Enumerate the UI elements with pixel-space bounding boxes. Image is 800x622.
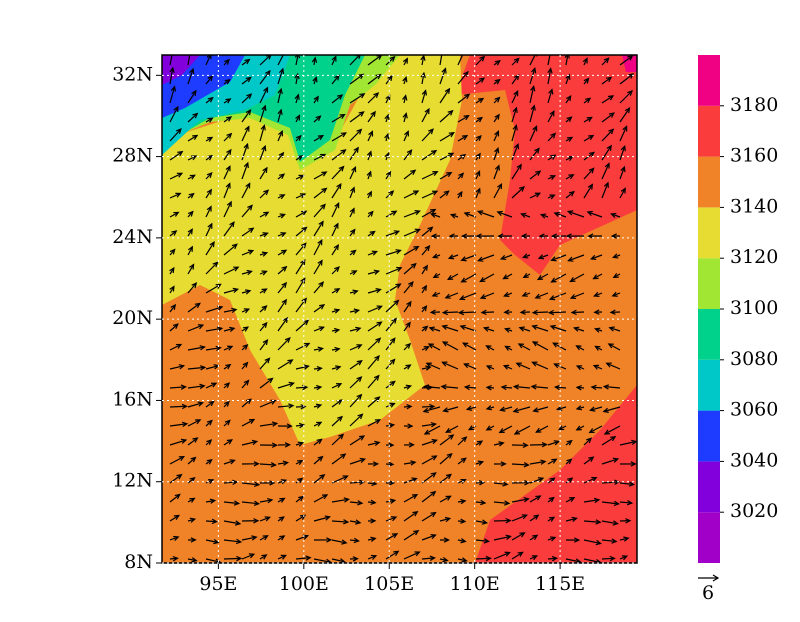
arrow-shaft — [224, 558, 241, 559]
x-tick-label: 110E — [450, 573, 500, 595]
x-tick-label: 105E — [364, 573, 414, 595]
colorbar-label: 3020 — [730, 500, 778, 522]
arrow-shaft — [549, 312, 566, 313]
arrow-shaft — [459, 312, 476, 313]
colorbar-label: 3180 — [730, 94, 778, 116]
colorbar-label: 3080 — [730, 348, 778, 370]
colorbar-band — [698, 157, 720, 208]
y-tick-label: 16N — [112, 388, 153, 410]
colorbar-label: 3040 — [730, 449, 778, 471]
x-tick-label: 115E — [535, 573, 585, 595]
colorbar-label: 3100 — [730, 297, 778, 319]
arrow-head — [188, 48, 192, 53]
colorbar-band — [698, 106, 720, 157]
colorbar-band — [698, 512, 720, 563]
colorbar-band — [698, 461, 720, 512]
y-tick-label: 12N — [112, 470, 153, 492]
colorbar-band — [698, 309, 720, 360]
colorbar-label: 3060 — [730, 399, 778, 421]
reference-label: 6 — [702, 582, 714, 604]
colorbar-band — [698, 411, 720, 462]
y-tick-label: 32N — [112, 63, 153, 85]
arrow-head — [461, 50, 465, 55]
colorbar-label: 3160 — [730, 145, 778, 167]
y-tick-label: 20N — [112, 307, 153, 329]
y-tick-label: 24N — [112, 226, 153, 248]
arrow-head — [548, 49, 552, 54]
colorbar-band — [698, 360, 720, 411]
colorbar-label: 3140 — [730, 195, 778, 217]
colorbar-band — [698, 207, 720, 258]
colorbar-label: 3120 — [730, 246, 778, 268]
arrow-shaft — [170, 406, 187, 407]
colorbar-band — [698, 55, 720, 106]
colorbar-band — [698, 258, 720, 309]
arrow-head — [440, 50, 444, 55]
x-tick-label: 95E — [199, 573, 237, 595]
x-tick-label: 100E — [279, 573, 329, 595]
y-tick-label: 8N — [124, 551, 153, 573]
y-tick-label: 28N — [112, 145, 153, 167]
